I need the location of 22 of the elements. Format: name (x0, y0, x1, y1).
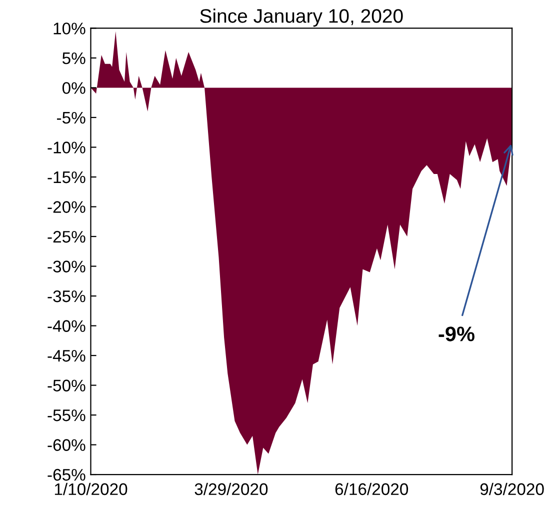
x-tick-label: 1/10/2020 (54, 482, 128, 496)
y-tick-label: -35% (48, 290, 86, 302)
chart-title: Since January 10, 2020 (200, 8, 403, 27)
y-tick-label: -65% (48, 468, 86, 481)
y-tick-label: -40% (48, 320, 86, 332)
y-tick-label: -55% (48, 409, 86, 422)
y-tick-label: -45% (48, 350, 86, 362)
y-tick-label: 10% (54, 22, 86, 34)
y-tick-label: -5% (56, 112, 86, 124)
annotation: -9% (438, 326, 474, 342)
y-tick-label: -50% (48, 380, 86, 392)
x-tick-label: 9/3/2020 (480, 482, 544, 496)
x-tick-label: 6/16/2020 (335, 482, 408, 496)
y-tick-label: 5% (62, 52, 86, 64)
y-tick-label: -30% (48, 260, 86, 272)
y-tick-label: 0% (62, 82, 86, 94)
y-tick-label: -15% (48, 171, 86, 184)
y-tick-label: -25% (48, 230, 86, 243)
y-tick-label: -10% (48, 142, 86, 154)
y-tick-label: -20% (48, 201, 86, 213)
x-tick-label: 3/29/2020 (194, 482, 268, 496)
y-tick-label: -60% (48, 439, 86, 451)
